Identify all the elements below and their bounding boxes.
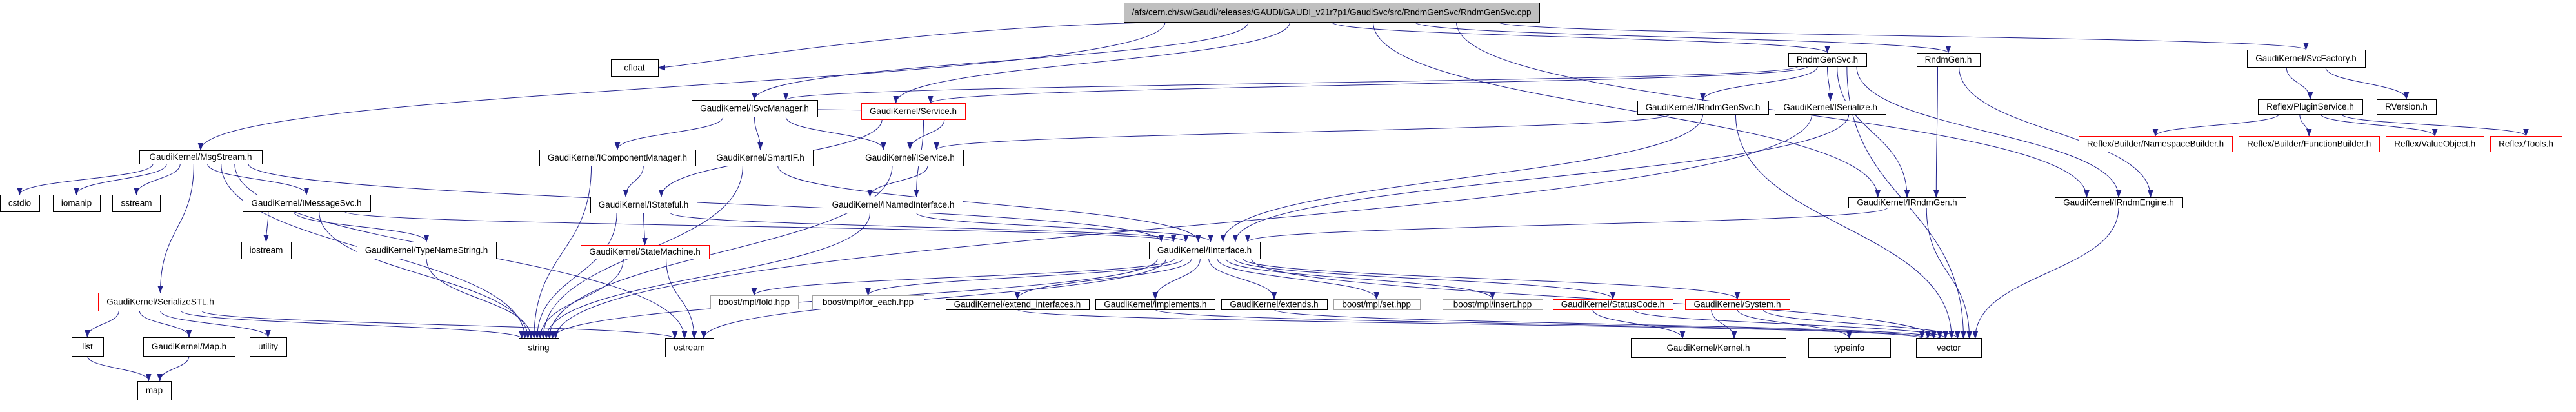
svg-text:list: list: [82, 342, 93, 351]
svg-text:GaudiKernel/System.h: GaudiKernel/System.h: [1693, 300, 1781, 309]
svg-text:GaudiKernel/IInterface.h: GaudiKernel/IInterface.h: [1157, 246, 1252, 255]
svg-text:GaudiKernel/StatusCode.h: GaudiKernel/StatusCode.h: [1561, 300, 1665, 309]
svg-text:GaudiKernel/IComponentManager.: GaudiKernel/IComponentManager.h: [548, 153, 687, 162]
svg-text:GaudiKernel/IMessageSvc.h: GaudiKernel/IMessageSvc.h: [251, 199, 361, 208]
svg-text:Reflex/Builder/NamespaceBuilde: Reflex/Builder/NamespaceBuilder.h: [2087, 139, 2224, 149]
svg-text:string: string: [528, 343, 549, 353]
svg-text:GaudiKernel/SvcFactory.h: GaudiKernel/SvcFactory.h: [2255, 54, 2357, 63]
svg-text:GaudiKernel/TypeNameString.h: GaudiKernel/TypeNameString.h: [365, 246, 488, 255]
svg-text:GaudiKernel/IStateful.h: GaudiKernel/IStateful.h: [599, 200, 689, 210]
svg-text:GaudiKernel/IRndmEngine.h: GaudiKernel/IRndmEngine.h: [2063, 198, 2174, 208]
svg-text:vector: vector: [1937, 343, 1961, 353]
svg-text:sstream: sstream: [121, 199, 152, 208]
svg-text:typeinfo: typeinfo: [1834, 343, 1864, 353]
svg-text:Reflex/ValueObject.h: Reflex/ValueObject.h: [2394, 139, 2475, 149]
svg-text:GaudiKernel/extend_interfaces.: GaudiKernel/extend_interfaces.h: [954, 300, 1081, 309]
svg-text:GaudiKernel/Service.h: GaudiKernel/Service.h: [870, 106, 957, 116]
svg-text:Reflex/Builder/FunctionBuilder: Reflex/Builder/FunctionBuilder.h: [2247, 139, 2371, 149]
svg-text:ostream: ostream: [674, 343, 705, 353]
svg-text:iostream: iostream: [250, 246, 283, 255]
svg-text:GaudiKernel/extends.h: GaudiKernel/extends.h: [1230, 300, 1318, 309]
svg-text:GaudiKernel/Kernel.h: GaudiKernel/Kernel.h: [1666, 343, 1750, 353]
svg-text:utility: utility: [258, 342, 278, 351]
svg-text:boost/mpl/set.hpp: boost/mpl/set.hpp: [1342, 300, 1411, 309]
svg-text:GaudiKernel/IRndmGen.h: GaudiKernel/IRndmGen.h: [1857, 198, 1957, 208]
svg-text:GaudiKernel/SmartIF.h: GaudiKernel/SmartIF.h: [716, 153, 804, 162]
svg-text:GaudiKernel/MsgStream.h: GaudiKernel/MsgStream.h: [149, 152, 252, 162]
svg-text:cstdio: cstdio: [8, 199, 31, 208]
svg-text:iomanip: iomanip: [61, 199, 92, 208]
svg-text:GaudiKernel/IService.h: GaudiKernel/IService.h: [865, 153, 955, 162]
svg-text:GaudiKernel/ISvcManager.h: GaudiKernel/ISvcManager.h: [700, 104, 809, 113]
svg-text:cfloat: cfloat: [624, 63, 645, 73]
svg-text:boost/mpl/fold.hpp: boost/mpl/fold.hpp: [719, 297, 790, 307]
svg-text:RVersion.h: RVersion.h: [2385, 102, 2428, 112]
svg-text:/afs/cern.ch/sw/Gaudi/releases: /afs/cern.ch/sw/Gaudi/releases/GAUDI/GAU…: [1132, 8, 1532, 17]
svg-text:GaudiKernel/INamedInterface.h: GaudiKernel/INamedInterface.h: [832, 200, 955, 210]
svg-text:GaudiKernel/StateMachine.h: GaudiKernel/StateMachine.h: [589, 247, 701, 257]
svg-text:map: map: [146, 386, 163, 395]
svg-text:boost/mpl/insert.hpp: boost/mpl/insert.hpp: [1453, 300, 1532, 309]
svg-text:boost/mpl/for_each.hpp: boost/mpl/for_each.hpp: [823, 297, 914, 307]
svg-text:Reflex/PluginService.h: Reflex/PluginService.h: [2266, 102, 2354, 112]
svg-text:GaudiKernel/Map.h: GaudiKernel/Map.h: [152, 342, 226, 351]
svg-text:GaudiKernel/IRndmGenSvc.h: GaudiKernel/IRndmGenSvc.h: [1646, 103, 1761, 112]
svg-text:GaudiKernel/ISerialize.h: GaudiKernel/ISerialize.h: [1783, 103, 1877, 112]
svg-text:GaudiKernel/implements.h: GaudiKernel/implements.h: [1104, 300, 1206, 309]
svg-text:RndmGen.h: RndmGen.h: [1925, 55, 1972, 64]
svg-text:Reflex/Tools.h: Reflex/Tools.h: [2499, 139, 2553, 149]
svg-text:RndmGenSvc.h: RndmGenSvc.h: [1797, 55, 1858, 64]
svg-text:GaudiKernel/SerializeSTL.h: GaudiKernel/SerializeSTL.h: [106, 297, 214, 307]
